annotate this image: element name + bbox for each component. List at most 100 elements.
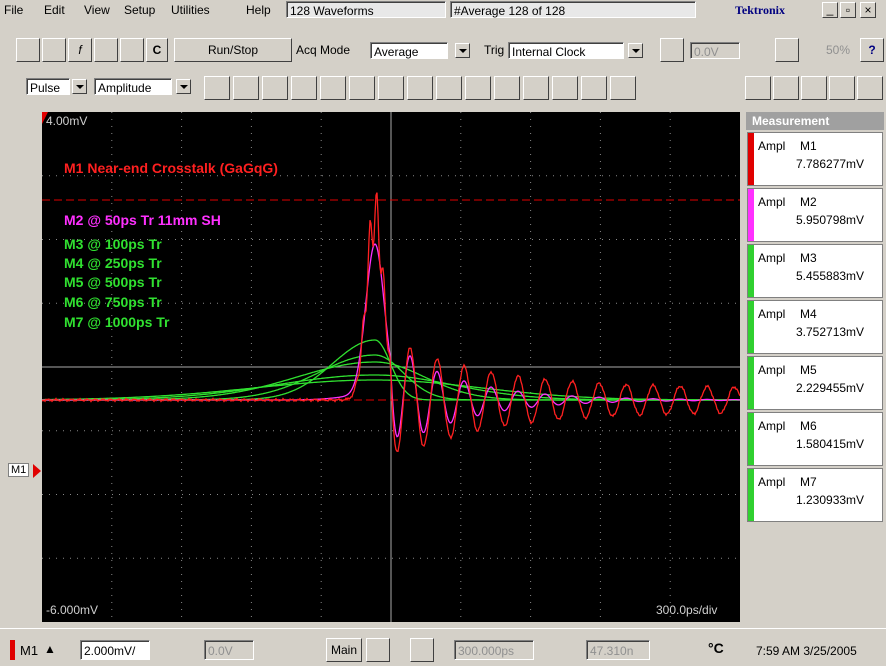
measure-icon[interactable] xyxy=(378,76,404,100)
channel-color xyxy=(10,640,15,660)
measure-icon[interactable] xyxy=(436,76,462,100)
ground-marker xyxy=(42,112,48,124)
measurement-source: M5 xyxy=(800,363,817,377)
layout-button[interactable] xyxy=(775,38,799,62)
percent-label: 50% xyxy=(826,43,851,57)
measure-icon[interactable] xyxy=(552,76,578,100)
bottom-bar xyxy=(0,628,886,666)
measurement-item[interactable]: Ampl M7 1.230933mV xyxy=(747,468,883,522)
measure-icon[interactable] xyxy=(465,76,491,100)
measurement-label: Ampl xyxy=(758,195,786,209)
measurement-label: Ampl xyxy=(758,363,786,377)
measurement-item[interactable]: Ampl M2 5.950798mV xyxy=(747,188,883,242)
measurement-item[interactable]: Ampl M5 2.229455mV xyxy=(747,356,883,410)
measure-icon[interactable] xyxy=(407,76,433,100)
channel-arrow[interactable]: ▲ xyxy=(44,642,56,656)
measurement-item[interactable]: Ampl M3 5.455883mV xyxy=(747,244,883,298)
measurement-item[interactable]: Ampl M1 7.786277mV xyxy=(747,132,883,186)
annotation: M3 @ 100ps Tr xyxy=(64,236,162,252)
top-scale-label: 4.00mV xyxy=(46,114,88,128)
measurement-color xyxy=(748,133,754,185)
measurement-color xyxy=(748,357,754,409)
acq-mode-dropdown[interactable] xyxy=(455,43,470,58)
measure-icon[interactable] xyxy=(291,76,317,100)
measure-icon[interactable] xyxy=(233,76,259,100)
menu-item[interactable]: View xyxy=(84,3,110,17)
measurement-label: Ampl xyxy=(758,419,786,433)
measurement-color xyxy=(748,245,754,297)
display-icon[interactable] xyxy=(773,76,799,100)
measure-icon[interactable] xyxy=(610,76,636,100)
measure-dropdown[interactable] xyxy=(176,79,191,94)
measure-type-field[interactable]: Pulse xyxy=(26,78,70,95)
waveform-display xyxy=(41,112,741,622)
acq-mode-label: Acq Mode xyxy=(296,43,351,57)
slope-button[interactable] xyxy=(660,38,684,62)
trig-label: Trig xyxy=(484,43,505,57)
menu-item[interactable]: File xyxy=(4,3,24,17)
print-button[interactable] xyxy=(16,38,40,62)
measure-icon[interactable] xyxy=(349,76,375,100)
delay-field[interactable]: 47.310n xyxy=(586,640,650,660)
channel-label: M1 xyxy=(20,643,39,658)
temperature[interactable]: °C xyxy=(708,640,724,656)
acq-mode-field[interactable]: Average xyxy=(370,42,448,59)
minimize-button[interactable]: _ xyxy=(822,2,838,18)
main-button[interactable]: Main xyxy=(326,638,362,662)
timebase-label: 300.0ps/div xyxy=(656,603,718,617)
measure-icon[interactable] xyxy=(581,76,607,100)
menu-item[interactable]: Help xyxy=(246,3,271,17)
measure-icon[interactable] xyxy=(494,76,520,100)
close-button[interactable]: × xyxy=(860,2,876,18)
measure-icon[interactable] xyxy=(523,76,549,100)
pulse-button[interactable] xyxy=(120,38,144,62)
trig-source-field[interactable]: Internal Clock xyxy=(508,42,624,59)
c-button[interactable]: C xyxy=(146,38,168,62)
measurement-source: M6 xyxy=(800,419,817,433)
trig-source-dropdown[interactable] xyxy=(628,43,643,58)
measure-icon[interactable] xyxy=(262,76,288,100)
display-icon[interactable] xyxy=(829,76,855,100)
measurement-label: Ampl xyxy=(758,475,786,489)
measurement-color xyxy=(748,413,754,465)
annotation: M4 @ 250ps Tr xyxy=(64,255,162,271)
menu-item[interactable]: Edit xyxy=(44,3,65,17)
measure-type-dropdown[interactable] xyxy=(72,79,87,94)
zoom-in-button[interactable] xyxy=(366,638,390,662)
measure-field[interactable]: Amplitude xyxy=(94,78,172,95)
reference-marker[interactable]: M1 xyxy=(8,463,30,477)
offset-field[interactable]: 0.0V xyxy=(204,640,254,660)
function-button[interactable]: f xyxy=(68,38,92,62)
measurement-item[interactable]: Ampl M4 3.752713mV xyxy=(747,300,883,354)
zoom-out-button[interactable] xyxy=(410,638,434,662)
measurement-value: 7.786277mV xyxy=(796,157,865,171)
menu-item[interactable]: Utilities xyxy=(171,3,210,17)
display-icon[interactable] xyxy=(801,76,827,100)
measurement-value: 2.229455mV xyxy=(796,381,865,395)
average-status: #Average 128 of 128 xyxy=(450,1,696,18)
measure-icon[interactable] xyxy=(320,76,346,100)
menu-item[interactable]: Setup xyxy=(124,3,156,17)
annotation: M7 @ 1000ps Tr xyxy=(64,314,170,330)
trig-level-field[interactable]: 0.0V xyxy=(690,42,740,59)
run-stop-button[interactable]: Run/Stop xyxy=(174,38,292,62)
display-icon[interactable] xyxy=(745,76,771,100)
position-field[interactable]: 300.000ps xyxy=(454,640,534,660)
tools-button[interactable] xyxy=(42,38,66,62)
annotation: M5 @ 500ps Tr xyxy=(64,274,162,290)
measure-icon[interactable] xyxy=(204,76,230,100)
scale-field[interactable]: 2.000mV/ xyxy=(80,640,150,660)
help-button[interactable]: ? xyxy=(860,38,884,62)
display-icon[interactable] xyxy=(857,76,883,100)
clock: 7:59 AM 3/25/2005 xyxy=(756,644,857,658)
measurement-item[interactable]: Ampl M6 1.580415mV xyxy=(747,412,883,466)
measurement-source: M2 xyxy=(800,195,817,209)
maximize-button[interactable]: ▫ xyxy=(840,2,856,18)
measurement-color xyxy=(748,301,754,353)
red-trace xyxy=(41,192,741,453)
waveform-button[interactable] xyxy=(94,38,118,62)
waveform-count: 128 Waveforms xyxy=(286,1,446,18)
measurement-color xyxy=(748,189,754,241)
